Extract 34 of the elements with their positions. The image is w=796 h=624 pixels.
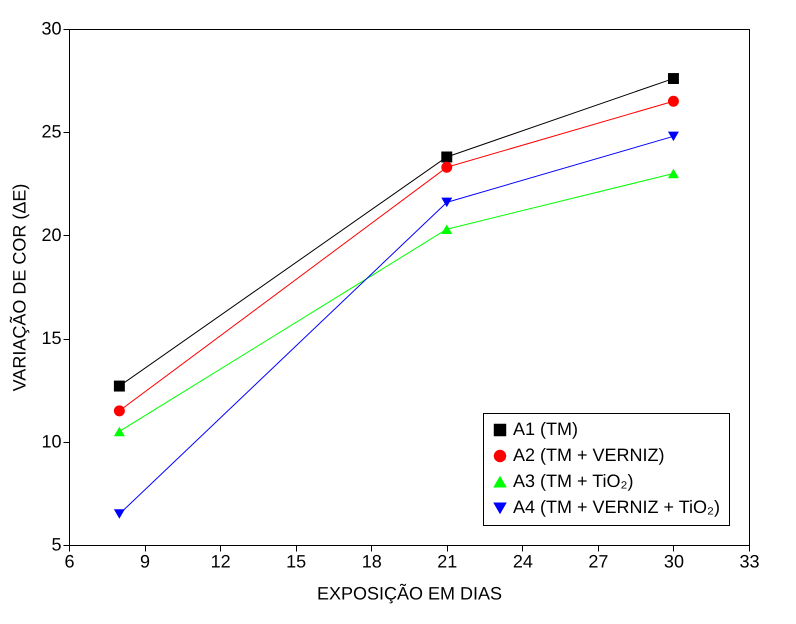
x-tick-label: 24 bbox=[512, 552, 533, 572]
point bbox=[114, 380, 125, 392]
y-tick-label: 10 bbox=[41, 431, 62, 452]
x-tick-label: 27 bbox=[588, 552, 608, 572]
x-tick-label: 15 bbox=[286, 552, 306, 572]
x-axis-title: EXPOSIÇÃO EM DIAS bbox=[316, 584, 502, 604]
point bbox=[441, 224, 452, 234]
point bbox=[441, 162, 452, 173]
y-tick-label: 20 bbox=[41, 224, 62, 245]
y-axis-title: VARIAÇÃO DE COR (ΔE) bbox=[9, 184, 30, 392]
point bbox=[668, 168, 679, 178]
y-tick-label: 25 bbox=[41, 122, 62, 142]
y-tick-label: 15 bbox=[41, 328, 62, 348]
point bbox=[441, 151, 452, 162]
legend-label: A4 (TM + VERNIZ + TiO₂) bbox=[513, 497, 720, 517]
y-tick-label: 5 bbox=[51, 534, 62, 554]
x-tick-label: 18 bbox=[362, 552, 382, 572]
x-tick-label: 21 bbox=[437, 552, 458, 572]
point bbox=[668, 96, 679, 107]
y-tick-label: 30 bbox=[41, 18, 62, 38]
point bbox=[114, 405, 125, 416]
x-tick-label: 30 bbox=[664, 552, 684, 572]
point bbox=[668, 132, 679, 142]
point bbox=[668, 73, 679, 84]
legend-label: A2 (TM + VERNIZ) bbox=[513, 445, 665, 465]
point bbox=[114, 426, 125, 436]
point bbox=[441, 198, 452, 208]
x-tick-label: 33 bbox=[739, 552, 760, 572]
x-tick-label: 9 bbox=[140, 552, 150, 572]
legend-label: A1 (TM) bbox=[513, 419, 578, 439]
x-tick-label: 12 bbox=[210, 552, 231, 572]
x-tick-label: 6 bbox=[64, 552, 75, 572]
legend-label: A3 (TM + TiO₂) bbox=[513, 471, 634, 491]
point bbox=[114, 509, 125, 519]
